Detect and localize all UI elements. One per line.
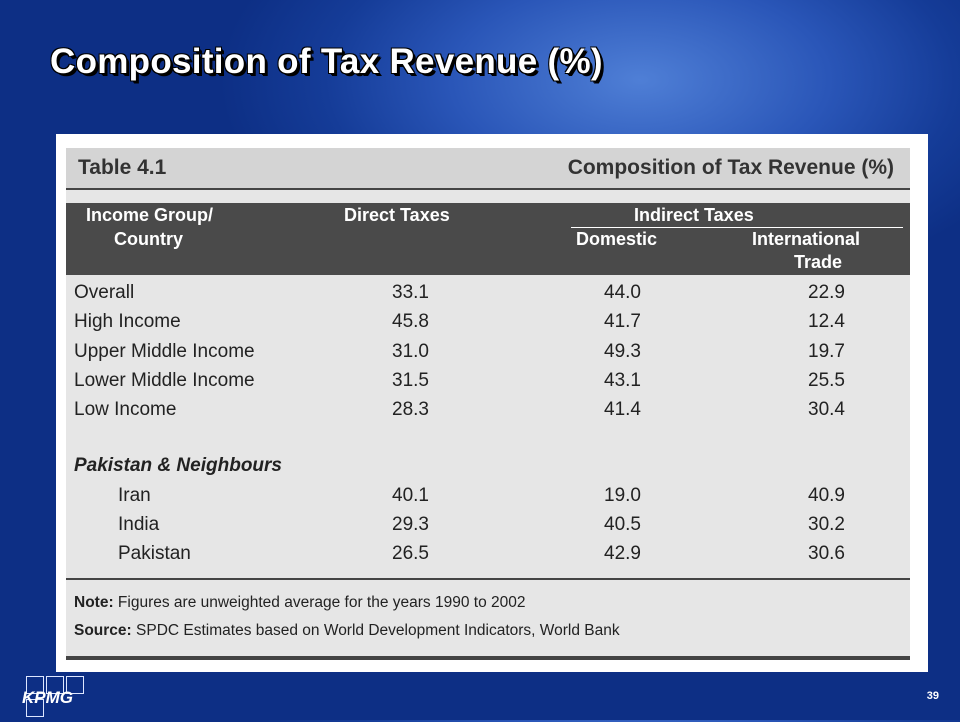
- table-panel: Table 4.1 Composition of Tax Revenue (%)…: [56, 134, 928, 672]
- table-row: Low Income 28.3 41.4 30.4: [66, 395, 910, 424]
- header-indirect-taxes: Indirect Taxes: [634, 205, 754, 225]
- table-header: Income Group/ Country Direct Taxes Indir…: [66, 203, 910, 275]
- cell-domestic: 44.0: [604, 282, 641, 303]
- row-label: High Income: [74, 311, 181, 332]
- row-label: Lower Middle Income: [74, 370, 255, 391]
- table-row: High Income 45.8 41.7 12.4: [66, 307, 910, 336]
- cell-international: 30.4: [808, 399, 845, 420]
- source-label: Source:: [74, 622, 132, 639]
- row-label: Upper Middle Income: [74, 341, 255, 362]
- cell-international: 40.9: [808, 485, 845, 506]
- table-row: Upper Middle Income 31.0 49.3 19.7: [66, 337, 910, 366]
- cell-direct: 26.5: [392, 543, 429, 564]
- section-label: Pakistan & Neighbours: [74, 455, 282, 476]
- source-text: SPDC Estimates based on World Developmen…: [136, 622, 620, 639]
- cell-domestic: 42.9: [604, 543, 641, 564]
- table-frame: Table 4.1 Composition of Tax Revenue (%)…: [66, 148, 910, 660]
- page-number: 39: [926, 690, 939, 702]
- cell-domestic: 41.4: [604, 399, 641, 420]
- cell-domestic: 49.3: [604, 341, 641, 362]
- row-label: Overall: [74, 282, 135, 303]
- row-label: India: [118, 514, 160, 535]
- cell-international: 19.7: [808, 341, 845, 362]
- cell-direct: 31.5: [392, 370, 429, 391]
- header-divider: [571, 227, 903, 228]
- table-source: Source: SPDC Estimates based on World De…: [74, 622, 620, 640]
- table-bottom-border: [66, 656, 910, 660]
- table-row: Overall 33.1 44.0 22.9: [66, 278, 910, 307]
- header-domestic: Domestic: [576, 229, 658, 249]
- cell-domestic: 19.0: [604, 485, 641, 506]
- slide-title: Composition of Tax Revenue (%): [50, 42, 603, 81]
- cell-direct: 28.3: [392, 399, 429, 420]
- cell-international: 22.9: [808, 282, 845, 303]
- table-row: Pakistan 26.5 42.9 30.6: [66, 539, 910, 568]
- note-label: Note:: [74, 594, 114, 611]
- cell-domestic: 43.1: [604, 370, 641, 391]
- cell-direct: 45.8: [392, 311, 429, 332]
- row-label: Low Income: [74, 399, 177, 420]
- cell-direct: 29.3: [392, 514, 429, 535]
- cell-domestic: 41.7: [604, 311, 641, 332]
- header-international: International: [752, 229, 861, 249]
- header-trade: Trade: [794, 252, 843, 272]
- table-number: Table 4.1: [78, 156, 167, 179]
- cell-direct: 40.1: [392, 485, 429, 506]
- header-income-group: Income Group/: [86, 205, 214, 225]
- cell-international: 12.4: [808, 311, 845, 332]
- table-row: Iran 40.1 19.0 40.9: [66, 481, 910, 510]
- table-footer-rule: [66, 578, 910, 580]
- kpmg-logo: KPMG: [10, 676, 100, 717]
- row-label: Iran: [118, 485, 151, 506]
- table-row: India 29.3 40.5 30.2: [66, 510, 910, 539]
- note-text: Figures are unweighted average for the y…: [117, 594, 526, 611]
- table-row: Lower Middle Income 31.5 43.1 25.5: [66, 366, 910, 395]
- header-direct-taxes: Direct Taxes: [344, 205, 450, 225]
- table-caption: Table 4.1 Composition of Tax Revenue (%): [66, 148, 910, 190]
- table-title: Composition of Tax Revenue (%): [567, 156, 894, 179]
- table-note: Note: Figures are unweighted average for…: [74, 594, 526, 612]
- logo-text: KPMG: [22, 688, 73, 707]
- header-country: Country: [114, 229, 183, 249]
- cell-international: 30.6: [808, 543, 845, 564]
- row-label: Pakistan: [118, 543, 191, 564]
- cell-domestic: 40.5: [604, 514, 641, 535]
- logo-boxes-icon: [26, 676, 100, 722]
- cell-international: 30.2: [808, 514, 845, 535]
- cell-international: 25.5: [808, 370, 845, 391]
- cell-direct: 31.0: [392, 341, 429, 362]
- cell-direct: 33.1: [392, 282, 429, 303]
